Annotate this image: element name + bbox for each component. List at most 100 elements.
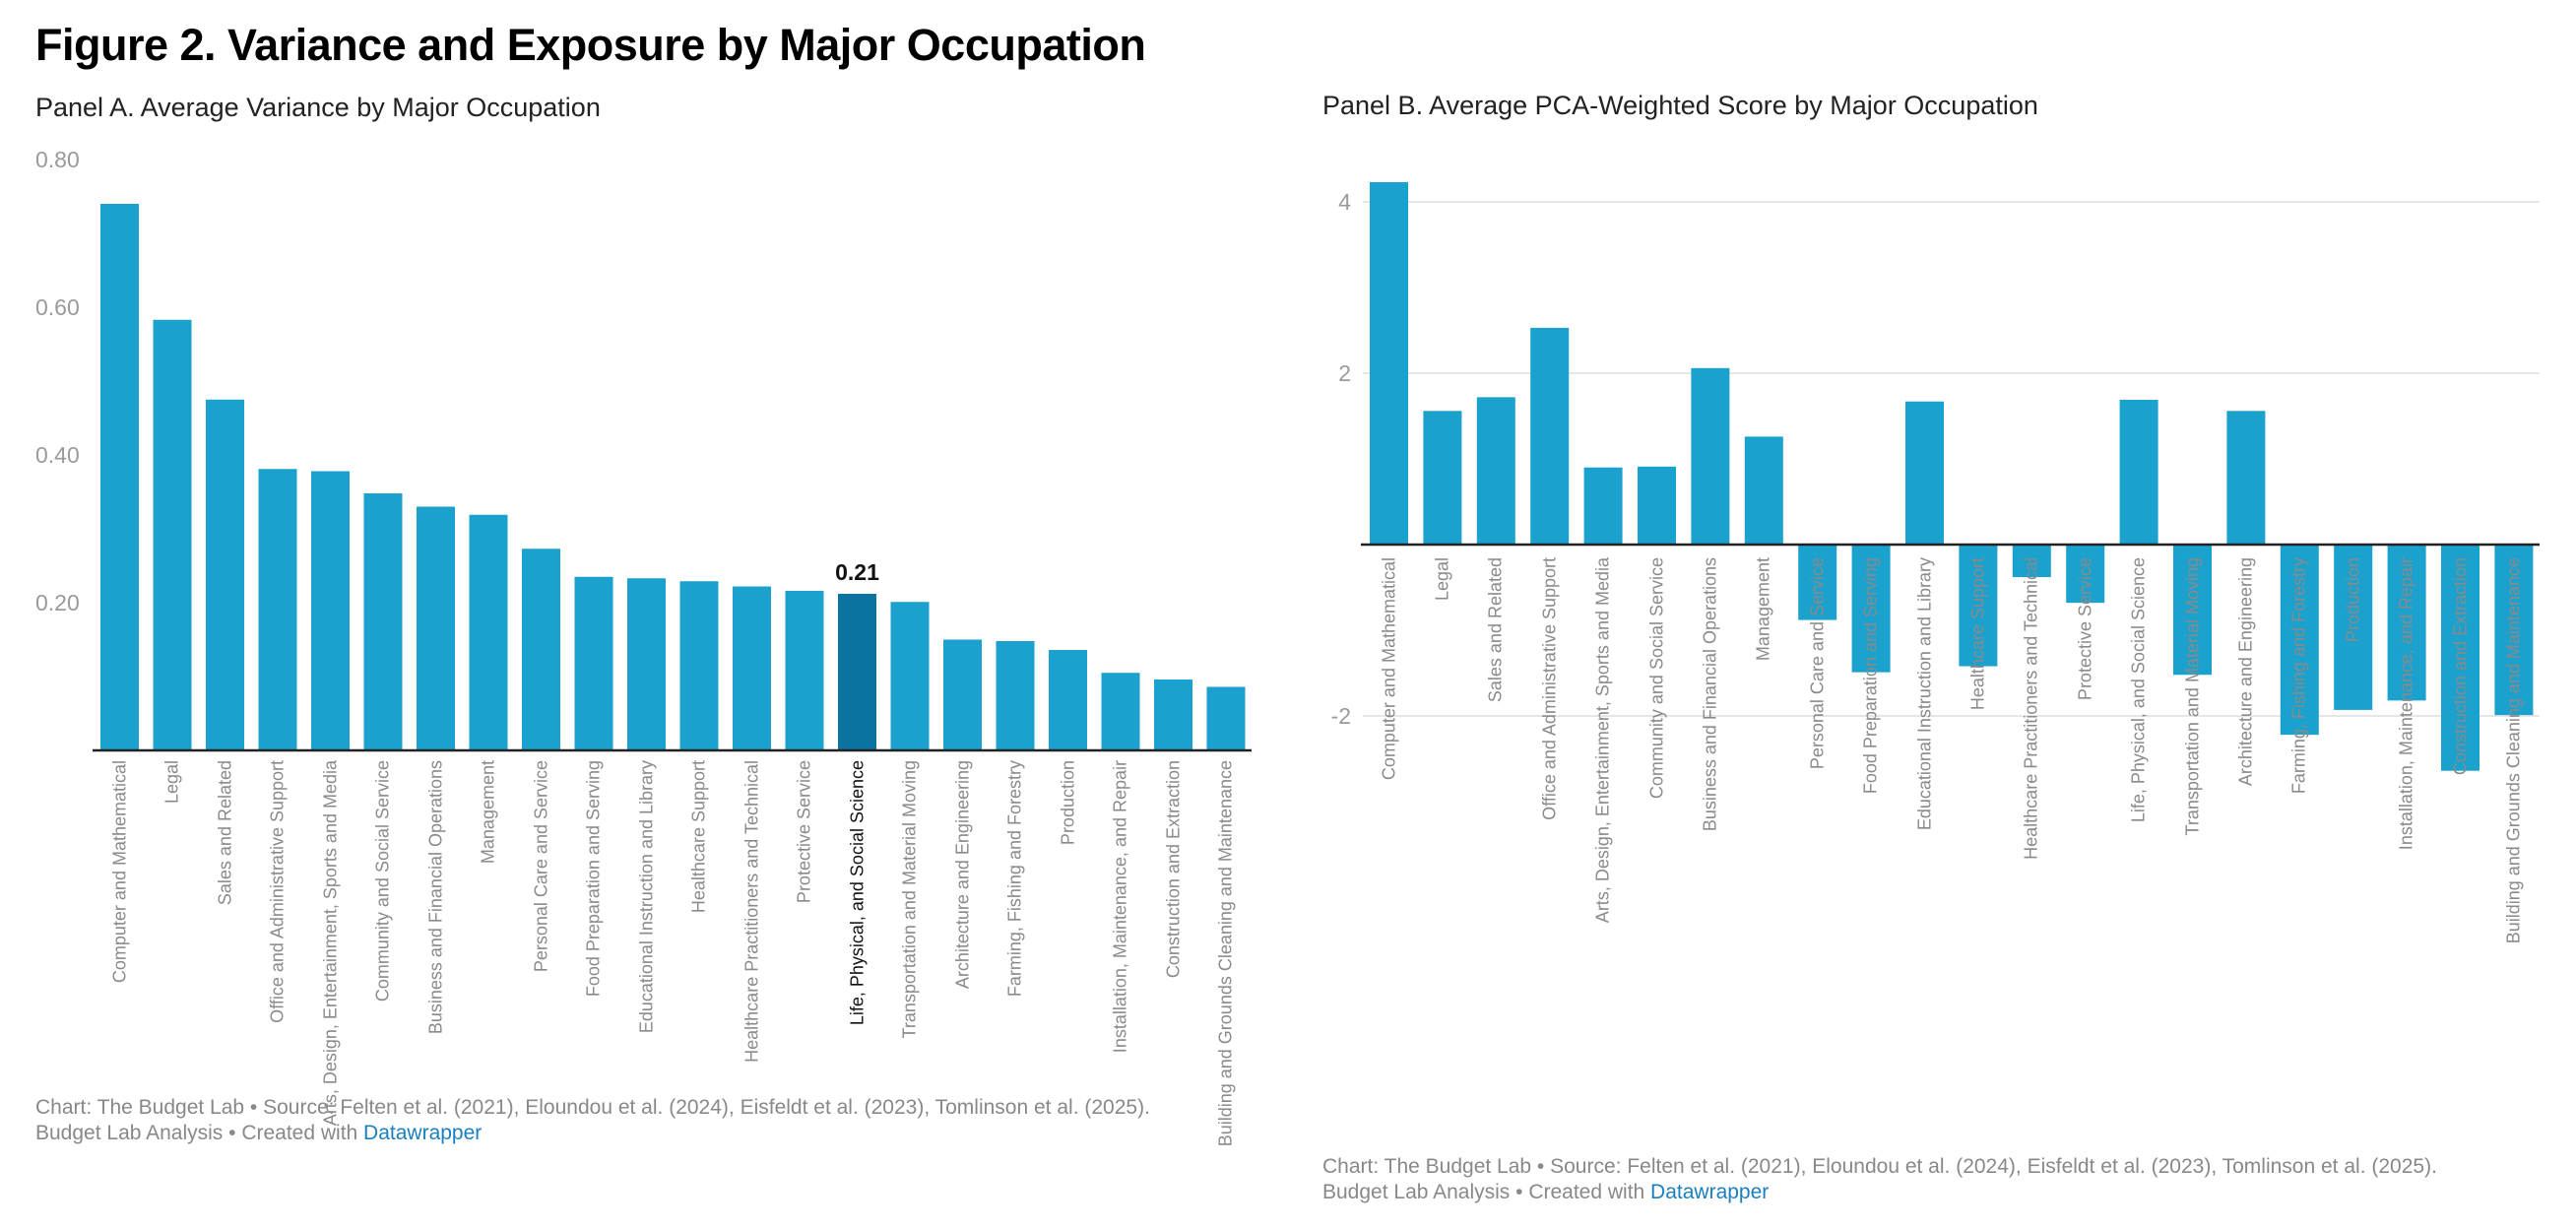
x-tick-label: Production [2343, 557, 2363, 643]
bar [1206, 686, 1246, 750]
x-tick-label: Transportation and Material Moving [899, 760, 920, 1039]
bar [2280, 545, 2319, 736]
x-tick-label: Arts, Design, Entertainment, Sports and … [1592, 557, 1613, 924]
x-tick-label: Sales and Related [215, 760, 234, 906]
bar [1476, 397, 1515, 545]
bar [2226, 411, 2266, 545]
bar [363, 493, 403, 750]
x-tick-label: Food Preparation and Serving [583, 760, 604, 998]
x-tick-label: Legal [1432, 557, 1452, 602]
bar [1905, 401, 1944, 545]
x-tick-label: Architecture and Engineering [952, 760, 972, 990]
bar [1798, 545, 1837, 620]
y-tick-label: -2 [1331, 703, 1351, 729]
y-tick-label: 0.20 [35, 590, 80, 615]
bar [574, 576, 613, 750]
panel-b-chart: -2 2 4 [1331, 181, 2540, 771]
bar [1638, 466, 1676, 545]
bar [679, 581, 719, 750]
y-tick-label: 2 [1338, 360, 1351, 386]
panel-a-chart: 0.20 0.40 0.60 0.80 0.21 [35, 147, 1252, 752]
bar [733, 586, 771, 750]
bar [1583, 467, 1623, 545]
x-tick-label: Life, Physical, and Social Science [847, 760, 867, 1026]
bar [2012, 545, 2051, 578]
bar [627, 578, 666, 750]
bar [943, 639, 982, 750]
x-tick-label: Food Preparation and Serving [1860, 557, 1881, 795]
x-tick-label: Installation, Maintenance, and Repair [1110, 760, 1130, 1054]
data-label: 0.21 [835, 559, 879, 585]
x-tick-label: Business and Financial Operations [1700, 557, 1720, 832]
y-tick-label: 4 [1338, 189, 1351, 215]
x-tick-label: Computer and Mathematical [1379, 557, 1398, 781]
bar [2173, 545, 2212, 676]
x-tick-label: Office and Administrative Support [1539, 557, 1560, 820]
panel-a-title: Panel A. Average Variance by Major Occup… [35, 93, 601, 122]
y-tick-label: 0.60 [35, 294, 80, 320]
panel-a-footer: Chart: The Budget Lab • Source: Felten e… [35, 1095, 1150, 1146]
x-tick-label: Farming, Fishing and Forestry [1004, 760, 1025, 998]
footer-source: Chart: The Budget Lab • Source: Felten e… [35, 1096, 1150, 1119]
x-tick-label: Computer and Mathematical [109, 760, 129, 984]
x-tick-label: Construction and Extraction [1163, 760, 1183, 979]
x-tick-label: Personal Care and Service [1807, 557, 1828, 770]
panel-b-title: Panel B. Average PCA-Weighted Score by M… [1322, 91, 2038, 120]
bar [469, 514, 508, 750]
bar [258, 469, 297, 750]
x-tick-label: Personal Care and Service [531, 760, 550, 973]
y-tick-label: 0.40 [35, 442, 80, 468]
bar [2494, 545, 2534, 716]
footer-credit: Budget Lab Analysis • Created with [35, 1122, 364, 1144]
x-tick-label: Community and Social Service [1646, 557, 1666, 800]
x-tick-label: Sales and Related [1485, 557, 1506, 703]
figure-title: Figure 2. Variance and Exposure by Major… [35, 20, 1146, 70]
bar [1851, 545, 1891, 673]
bar [838, 594, 876, 750]
bar [1959, 545, 1998, 667]
bar [206, 399, 244, 750]
bar [153, 319, 192, 750]
x-tick-label: Arts, Design, Entertainment, Sports and … [320, 760, 340, 1127]
bar [1691, 367, 1730, 545]
x-tick-label: Legal [161, 760, 182, 805]
bar [1530, 327, 1570, 545]
footer-source: Chart: The Budget Lab • Source: Felten e… [1322, 1155, 2437, 1178]
x-tick-label: Business and Financial Operations [425, 760, 445, 1035]
x-tick-label: Architecture and Engineering [2235, 557, 2256, 787]
bar [100, 204, 139, 750]
x-tick-label: Management [478, 760, 498, 865]
x-tick-label: Community and Social Service [372, 760, 393, 1003]
x-tick-label: Production [1058, 760, 1077, 846]
x-tick-label: Building and Grounds Cleaning and Mainte… [1215, 760, 1236, 1147]
x-tick-label: Healthcare Practitioners and Technical [741, 760, 761, 1063]
x-tick-label: Healthcare Support [688, 760, 709, 914]
bar [2119, 399, 2158, 545]
bar [311, 471, 350, 750]
x-tick-label: Construction and Extraction [2450, 557, 2470, 776]
x-tick-label: Installation, Maintenance, and Repair [2396, 557, 2416, 851]
x-tick-label: Protective Service [2075, 557, 2095, 701]
bar [1423, 411, 1462, 545]
bar [417, 506, 455, 750]
bar [890, 602, 930, 750]
bar [785, 591, 824, 750]
bar [2387, 545, 2426, 701]
footer-credit: Budget Lab Analysis • Created with [1322, 1181, 1651, 1203]
x-tick-label: Farming, Fishing and Forestry [2288, 557, 2309, 795]
bar [1744, 436, 1783, 545]
panel-b-footer: Chart: The Budget Lab • Source: Felten e… [1322, 1154, 2437, 1205]
datawrapper-link[interactable]: Datawrapper [1650, 1181, 1770, 1203]
y-tick-label: 0.80 [35, 147, 80, 172]
x-tick-label: Office and Administrative Support [267, 760, 288, 1023]
bar [1049, 650, 1087, 750]
x-tick-label: Protective Service [794, 760, 814, 904]
datawrapper-link[interactable]: Datawrapper [363, 1122, 483, 1144]
bar [996, 641, 1035, 750]
bar [1154, 679, 1192, 750]
x-tick-label: Transportation and Material Moving [2182, 557, 2202, 836]
x-tick-label: Educational Instruction and Library [1914, 557, 1934, 831]
bar [1101, 673, 1140, 750]
bar [2334, 545, 2373, 710]
x-tick-label: Building and Grounds Cleaning and Mainte… [2503, 557, 2524, 944]
